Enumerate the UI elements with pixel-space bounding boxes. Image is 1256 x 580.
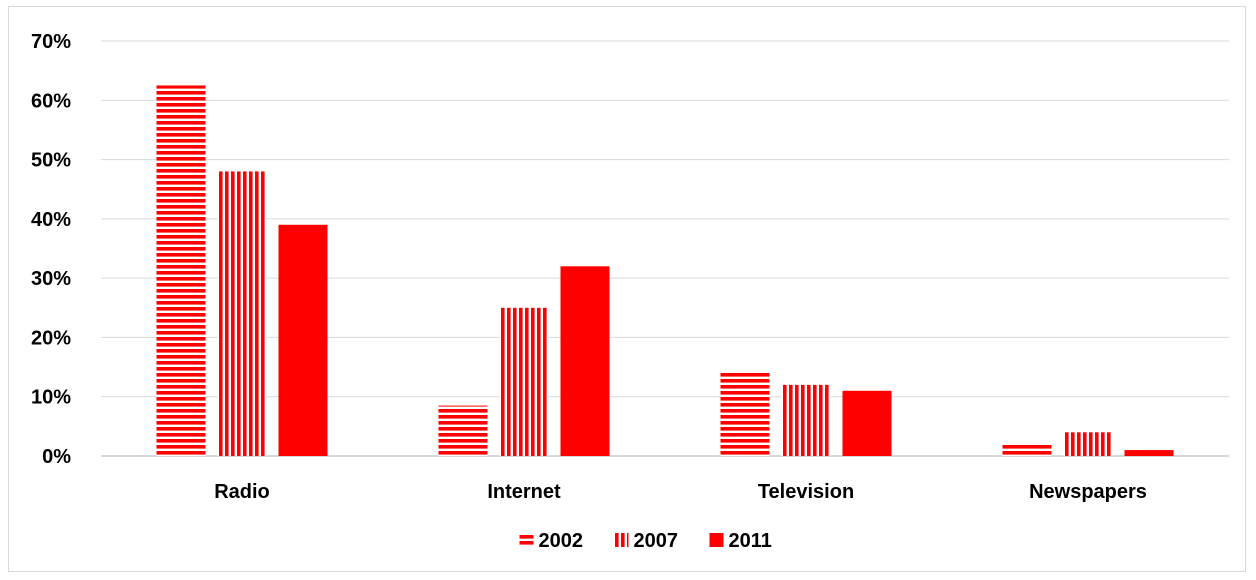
- y-tick-label: 50%: [31, 150, 71, 172]
- bar-television-2011: [842, 390, 892, 456]
- bars: [156, 85, 1174, 456]
- x-axis-category-labels: Radio Internet Television Newspapers: [214, 481, 1147, 503]
- bar-internet-2007: [499, 307, 549, 456]
- category-label: Newspapers: [1029, 481, 1147, 503]
- legend-label: 2002: [539, 530, 584, 552]
- legend-label: 2011: [729, 530, 772, 552]
- y-tick-label: 0%: [42, 446, 71, 468]
- bar-newspapers-2007: [1063, 432, 1113, 456]
- bar-chart: 0% 10% 20% 30% 40% 50% 60% 70% Radio Internet Tel…: [31, 31, 1229, 552]
- y-tick-label: 30%: [31, 268, 71, 290]
- chart-frame: 0% 10% 20% 30% 40% 50% 60% 70% Radio Internet Tel…: [8, 6, 1246, 572]
- bar-internet-2002: [438, 405, 488, 456]
- y-tick-label: 60%: [31, 90, 71, 112]
- bar-television-2002: [720, 373, 770, 456]
- bar-internet-2011: [560, 266, 610, 456]
- legend-swatch-2002: [519, 533, 534, 547]
- bar-newspapers-2002: [1002, 444, 1052, 456]
- bar-newspapers-2011: [1124, 450, 1174, 456]
- bar-radio-2002: [156, 85, 206, 456]
- y-tick-label: 20%: [31, 327, 71, 349]
- bar-radio-2011: [278, 224, 328, 456]
- y-tick-label: 40%: [31, 209, 71, 231]
- legend-label: 2007: [634, 530, 679, 552]
- y-tick-label: 10%: [31, 387, 71, 409]
- category-label: Television: [758, 481, 854, 503]
- category-label: Internet: [487, 481, 561, 503]
- category-label: Radio: [214, 481, 270, 503]
- bar-radio-2007: [217, 171, 267, 456]
- legend-swatch-2011: [709, 533, 724, 547]
- legend: 2002 2007 2011: [519, 530, 772, 552]
- y-tick-label: 70%: [31, 31, 71, 53]
- gridlines: [101, 40, 1229, 457]
- bar-television-2007: [781, 384, 831, 456]
- y-axis-tick-labels: 0% 10% 20% 30% 40% 50% 60% 70%: [31, 31, 71, 468]
- legend-swatch-2007: [614, 533, 629, 547]
